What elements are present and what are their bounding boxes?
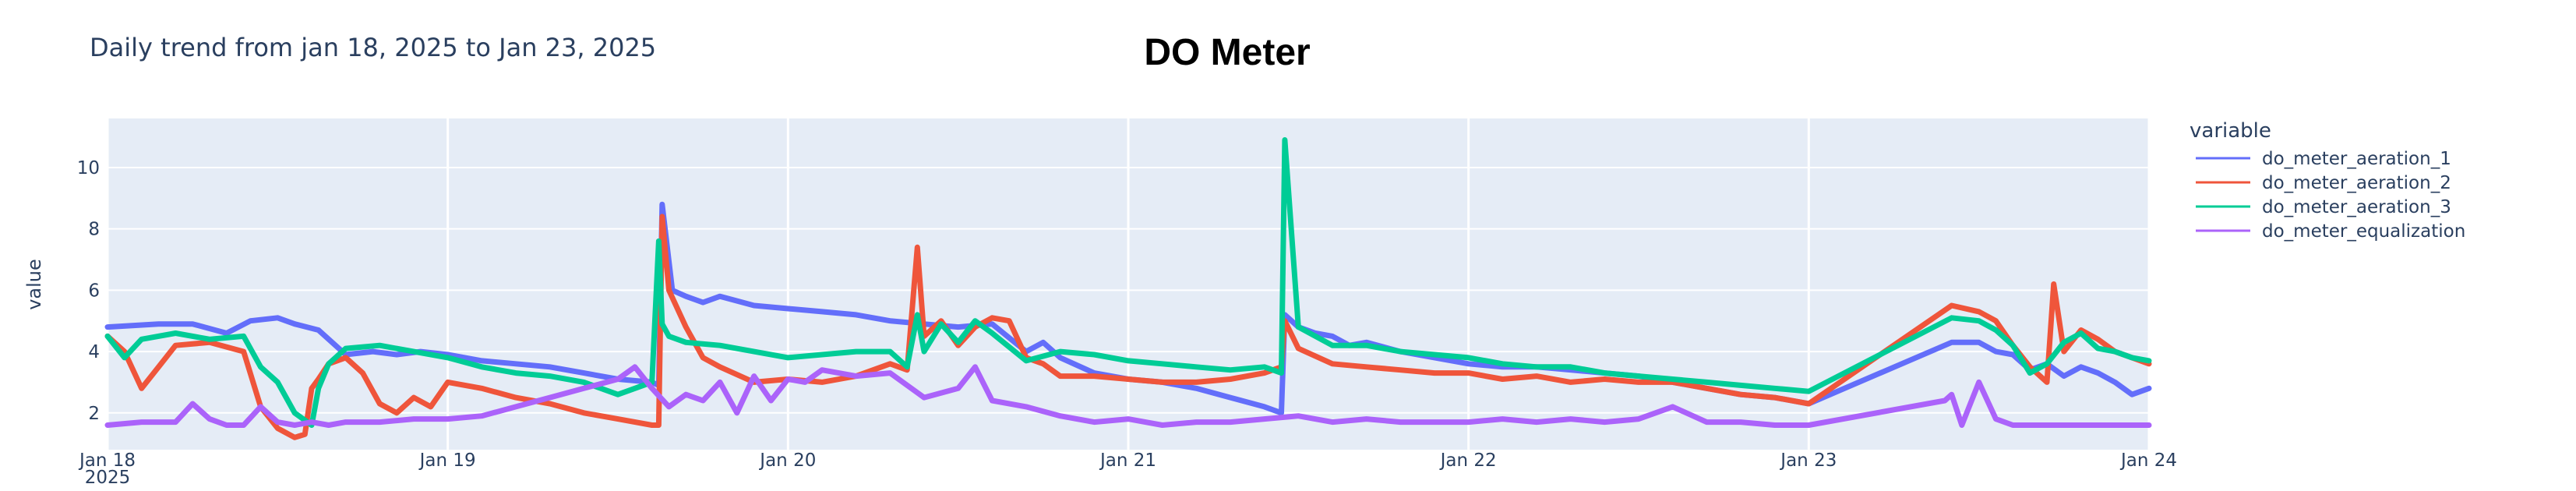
legend-label: do_meter_aeration_3 [2262,197,2451,217]
x-tick-year-label: 2025 [85,468,131,488]
x-tick-label: Jan 22 [1439,450,1497,471]
series-layer [104,137,2152,440]
y-tick-label: 10 [77,158,100,178]
legend-label: do_meter_equalization [2262,221,2465,242]
series-line-do-meter-aeration-3[interactable] [104,137,2152,428]
legend-items: do_meter_aeration_1 do_meter_aeration_2do… [2196,149,2465,242]
y-axis-ticks: 2 4 6 8 10 [77,158,100,424]
legend-item[interactable]: do_meter_aeration_1 [2196,149,2451,169]
x-tick-label: Jan 23 [1779,450,1837,471]
x-tick-label: Jan 24 [2119,450,2177,471]
y-tick-label: 2 [88,404,100,424]
legend-title: variable [2190,119,2271,143]
legend-item[interactable]: do_meter_aeration_3 [2196,197,2451,217]
y-axis-title: value [23,259,45,310]
chart-title: DO Meter [1144,32,1310,73]
x-tick-label: Jan 18 [78,450,136,471]
x-gridlines [106,118,2151,450]
y-tick-label: 4 [88,342,100,362]
legend-item[interactable]: do_meter_equalization [2196,221,2465,242]
legend: variable do_meter_aeration_1do_meter_aer… [2190,119,2465,242]
y-gridlines [108,166,2149,414]
chart-subtitle: Daily trend from jan 18, 2025 to Jan 23,… [90,33,656,62]
x-tick-label: Jan 19 [418,450,476,471]
series-line-do-meter-equalization[interactable] [104,364,2152,428]
y-tick-label: 8 [88,220,100,240]
x-tick-label: Jan 20 [758,450,816,471]
y-tick-label: 6 [88,281,100,301]
x-axis-ticks: Jan 18 Jan 19 Jan 20 Jan 21 Jan 22 Jan 23 Jan … [78,450,2177,471]
series-line-do-meter-aeration-2[interactable] [104,214,2152,440]
legend-item[interactable]: do_meter_aeration_2 [2196,173,2451,193]
legend-label: do_meter_aeration_1 [2262,149,2451,169]
legend-label: do_meter_aeration_2 [2262,173,2451,193]
x-tick-label: Jan 21 [1099,450,1156,471]
